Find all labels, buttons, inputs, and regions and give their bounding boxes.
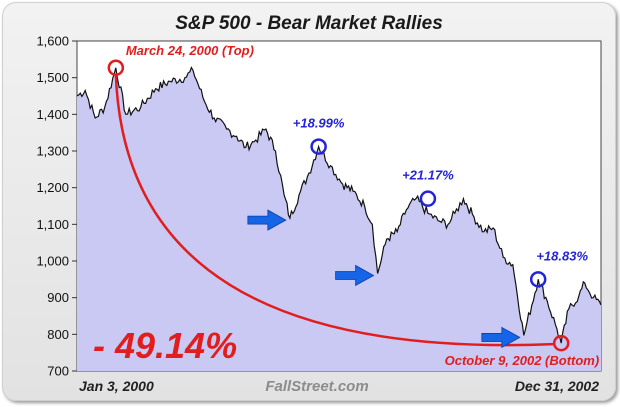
bottom-marker [552, 334, 570, 352]
y-tick-label: 1,500 [36, 70, 69, 85]
rally-peak-marker [310, 138, 327, 155]
y-axis: 1,600 1,500 1,400 1,300 1,200 1,100 1,000 900 80… [36, 34, 77, 379]
rally-label: +21.17% [402, 168, 454, 183]
bottom-arrow [481, 326, 521, 349]
rally-peak-marker [529, 271, 547, 288]
y-tick-label: 1,400 [36, 107, 69, 122]
y-tick-label: 700 [47, 364, 69, 379]
x-label-end: Dec 31, 2002 [515, 378, 599, 394]
price-line [76, 66, 602, 344]
bottom-arrow [247, 209, 287, 231]
plot-area [76, 40, 602, 372]
y-tick-label: 1,200 [36, 180, 69, 195]
y-tick-label: 900 [47, 290, 69, 305]
source-credit: FallStreet.com [265, 378, 368, 395]
decline-curve [114, 73, 554, 347]
chart-svg: S&P 500 - Bear Market Rallies 1,600 1,500… [36, 13, 602, 395]
top-label: March 24, 2000 (Top) [126, 43, 254, 58]
chart-panel: S&P 500 - Bear Market Rallies 1,600 1,500… [2, 2, 616, 401]
decline-percent: - 49.14% [93, 325, 237, 366]
bottom-arrow [335, 264, 375, 287]
y-tick-label: 1,600 [36, 34, 69, 49]
annotations: March 24, 2000 (Top) October 9, 2002 (Bot… [93, 43, 599, 368]
y-tick-label: 1,300 [36, 144, 69, 159]
rally-label: +18.99% [293, 116, 345, 131]
price-area [77, 67, 601, 371]
y-tick-label: 1,000 [36, 254, 69, 269]
rally-peak-marker [419, 190, 437, 207]
rally-label: +18.83% [536, 248, 588, 263]
x-label-start: Jan 3, 2000 [79, 378, 154, 394]
y-tick-label: 800 [47, 327, 69, 342]
y-tick-label: 1,100 [36, 217, 69, 232]
bottom-label: October 9, 2002 (Bottom) [445, 353, 600, 368]
chart-title: S&P 500 - Bear Market Rallies [175, 13, 443, 34]
top-marker [107, 59, 125, 77]
